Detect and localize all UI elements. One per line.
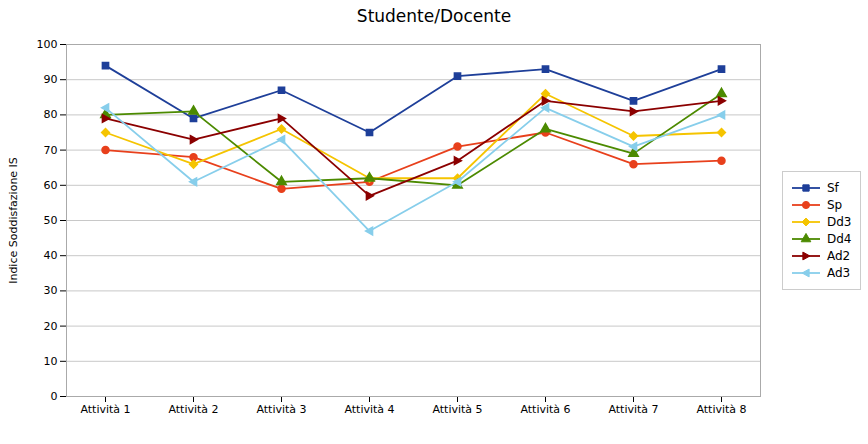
html-text:Studente/Docente: Studente/Docente bbox=[356, 6, 512, 26]
svg-text:70: 70 bbox=[44, 144, 58, 157]
html-text:Ad2: Ad2 bbox=[827, 248, 851, 263]
html-text:Sp: Sp bbox=[827, 197, 843, 212]
svg-text:Indice Soddisfazione IS: Indice Soddisfazione IS bbox=[7, 157, 20, 284]
svg-text:Attività 3: Attività 3 bbox=[256, 403, 306, 416]
svg-text:0: 0 bbox=[51, 390, 58, 403]
svg-text:100: 100 bbox=[37, 38, 58, 51]
svg-text:Attività 7: Attività 7 bbox=[608, 403, 658, 416]
svg-text:30: 30 bbox=[44, 284, 58, 297]
svg-text:Attività 8: Attività 8 bbox=[696, 403, 746, 416]
svg-text:40: 40 bbox=[44, 249, 58, 262]
svg-text:60: 60 bbox=[44, 179, 58, 192]
svg-text:10: 10 bbox=[44, 355, 58, 368]
html-text:Sf: Sf bbox=[827, 180, 839, 195]
svg-text:Attività 6: Attività 6 bbox=[520, 403, 570, 416]
html-text:Ad3: Ad3 bbox=[827, 265, 851, 280]
svg-text:Attività 4: Attività 4 bbox=[344, 403, 394, 416]
html-text:Dd4: Dd4 bbox=[827, 231, 852, 246]
svg-text:90: 90 bbox=[44, 73, 58, 86]
svg-text:20: 20 bbox=[44, 320, 58, 333]
html-text:Dd3: Dd3 bbox=[827, 214, 852, 229]
svg-text:Attività 5: Attività 5 bbox=[432, 403, 482, 416]
svg-text:Attività 1: Attività 1 bbox=[80, 403, 130, 416]
svg-text:80: 80 bbox=[44, 108, 58, 121]
svg-text:Attività 2: Attività 2 bbox=[168, 403, 218, 416]
svg-text:50: 50 bbox=[44, 214, 58, 227]
